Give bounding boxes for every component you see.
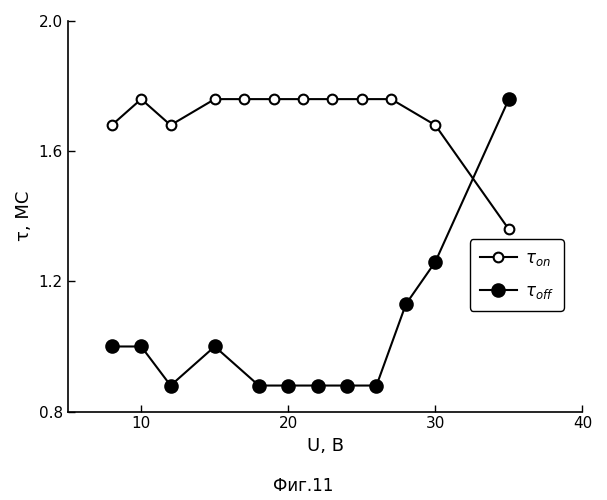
- $\tau_{off}$: [167, 382, 174, 388]
- $\tau_{off}$: [505, 96, 512, 102]
- $\tau_{on}$: [167, 122, 174, 128]
- Legend: $\tau_{on}$, $\tau_{off}$: $\tau_{on}$, $\tau_{off}$: [470, 239, 564, 310]
- $\tau_{off}$: [344, 382, 351, 388]
- $\tau_{off}$: [402, 301, 410, 307]
- $\tau_{on}$: [211, 96, 219, 102]
- $\tau_{on}$: [387, 96, 395, 102]
- $\tau_{off}$: [211, 344, 219, 349]
- $\tau_{off}$: [255, 382, 262, 388]
- $\tau_{on}$: [358, 96, 365, 102]
- $\tau_{on}$: [108, 122, 115, 128]
- Line: $\tau_{on}$: $\tau_{on}$: [107, 94, 514, 234]
- $\tau_{off}$: [108, 344, 115, 349]
- Y-axis label: τ, МС: τ, МС: [15, 191, 33, 242]
- $\tau_{off}$: [285, 382, 292, 388]
- $\tau_{on}$: [270, 96, 277, 102]
- $\tau_{off}$: [138, 344, 145, 349]
- Line: $\tau_{off}$: $\tau_{off}$: [106, 93, 515, 392]
- $\tau_{on}$: [299, 96, 307, 102]
- $\tau_{on}$: [329, 96, 336, 102]
- Text: Фиг.11: Фиг.11: [273, 477, 334, 495]
- $\tau_{off}$: [373, 382, 380, 388]
- X-axis label: U, В: U, В: [307, 437, 344, 455]
- $\tau_{on}$: [240, 96, 248, 102]
- $\tau_{on}$: [432, 122, 439, 128]
- $\tau_{off}$: [432, 259, 439, 265]
- $\tau_{on}$: [138, 96, 145, 102]
- $\tau_{on}$: [505, 226, 512, 232]
- $\tau_{off}$: [314, 382, 321, 388]
